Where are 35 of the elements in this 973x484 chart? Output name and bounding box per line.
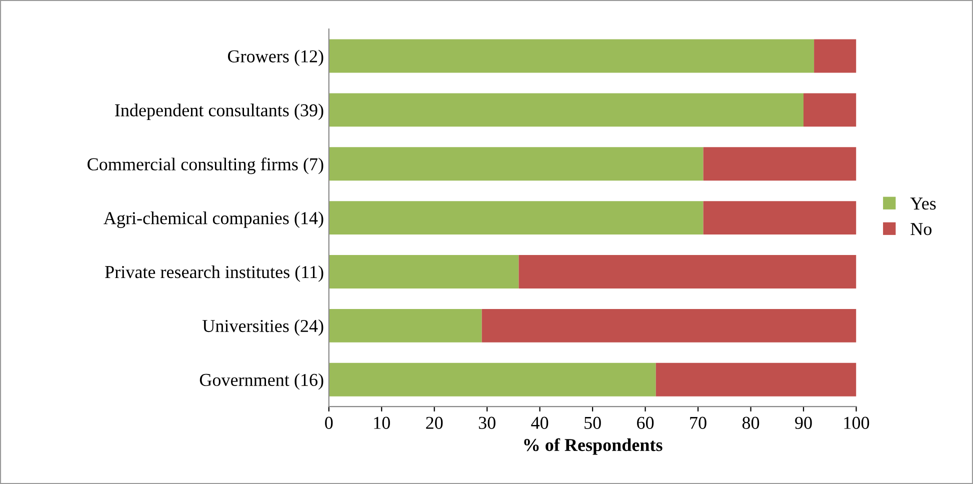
legend-label: Yes: [910, 198, 936, 210]
x-tick-label: 20: [426, 416, 443, 429]
y-tick-label: Agri-chemical companies (14): [104, 212, 324, 228]
y-tick-label: Independent consultants (39): [115, 104, 324, 120]
bar: [328, 255, 519, 288]
bar: [328, 147, 704, 181]
bar: [328, 201, 704, 235]
x-tick-label: 40: [531, 416, 548, 429]
bar: [518, 255, 856, 288]
bar: [804, 93, 856, 127]
x-tick-label: 100: [844, 416, 870, 429]
bar: [328, 308, 482, 342]
bar: [328, 93, 804, 127]
bar: [814, 39, 856, 73]
x-tick-label: 70: [690, 416, 706, 429]
x-tick-label: 80: [742, 416, 760, 429]
legend-label: No: [910, 223, 932, 236]
x-axis-title: % of Respondents: [524, 438, 662, 455]
y-tick-label: Commercial consulting firms (7): [88, 158, 324, 174]
x-tick-label: 30: [478, 416, 496, 429]
bar: [703, 147, 856, 181]
y-tick-label: Private research institutes (11): [105, 265, 324, 282]
x-tick-label: 50: [584, 416, 601, 429]
bar: [328, 362, 656, 396]
bar: [656, 362, 856, 396]
x-tick-label: 90: [795, 416, 812, 429]
x-tick-label: 0: [325, 416, 333, 429]
bar: [703, 201, 856, 235]
y-tick-label: Government (16): [200, 373, 324, 390]
bar: [482, 308, 856, 342]
y-tick-label: Growers (12): [228, 50, 324, 66]
x-tick-label: 10: [374, 416, 390, 429]
y-tick-label: Universities (24): [202, 319, 324, 336]
x-tick-label: 60: [637, 416, 654, 429]
bar: [328, 39, 814, 73]
